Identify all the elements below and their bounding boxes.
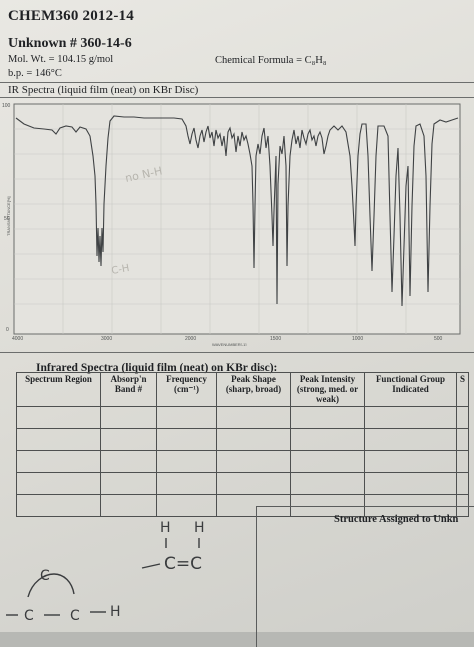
x-tick-2000: 2000 [185,336,196,342]
x-tick-4000: 4000 [12,336,23,342]
col-frequency: Frequency (cm⁻¹) [156,372,217,407]
spectrum-trace [15,115,459,307]
table-cell[interactable] [156,450,217,473]
sketch-h-right: H [194,520,205,536]
col-peak-shape: Peak Shape (sharp, broad) [216,372,291,407]
table-cell[interactable] [456,494,469,517]
table-cell[interactable] [456,428,469,451]
sketch-strokes [6,538,200,616]
table-cell[interactable] [290,450,365,473]
table-row [16,428,469,451]
table-cell[interactable] [364,472,457,495]
table-cell[interactable] [100,428,157,451]
table-cell[interactable] [216,472,291,495]
table-cell[interactable] [216,450,291,473]
structure-label: Structure Assigned to Unkn [334,514,459,525]
table-row [16,450,469,473]
spectrum-frame [13,103,461,335]
chemical-formula: Chemical Formula = C₈H₈ [215,55,327,66]
table-cell[interactable] [156,428,217,451]
table-cell[interactable] [16,472,101,495]
table-cell[interactable] [100,406,157,429]
table-cell[interactable] [290,428,365,451]
col-truncated: S [456,372,469,407]
x-tick-3000: 3000 [101,336,112,342]
y-tick-100: 100 [2,103,11,109]
x-tick-1000: 1000 [352,336,363,342]
table-header-row: Spectrum Region Absorp'n Band # Frequenc… [16,372,469,407]
y-tick-0: 0 [6,327,9,333]
course-title: CHEM360 2012-14 [8,8,134,24]
structure-box [256,506,474,647]
table-row [16,472,469,495]
y-tick-50: 50 [4,216,10,222]
table-cell[interactable] [156,472,217,495]
table-cell[interactable] [216,428,291,451]
spectrum-axes: 100 50 0 4000 3000 2000 1500 1000 500 WA… [2,103,443,346]
spectrum-label-divider [0,97,474,98]
molecular-weight: Mol. Wt. = 104.15 g/mol [8,54,114,65]
sketch-double-bond: C=C [164,554,202,574]
table-cell[interactable] [16,406,101,429]
table-cell[interactable] [100,450,157,473]
table-cell[interactable] [456,450,469,473]
col-peak-intensity: Peak Intensity (strong, med. or weak) [290,372,365,407]
spectrum-bottom-divider [0,352,474,353]
table-cell[interactable] [364,428,457,451]
table-cell[interactable] [216,406,291,429]
table-row [16,406,469,429]
x-tick-1500: 1500 [270,336,281,342]
spectrum-label: IR Spectra (liquid film (neat) on KBr Di… [8,84,199,96]
table-cell[interactable] [364,406,457,429]
sketch-h-left: H [160,520,171,536]
table-cell[interactable] [290,472,365,495]
header-divider [0,82,474,83]
x-axis-label: WAVENUMBER[-1] [212,342,246,346]
table-cell[interactable] [156,406,217,429]
handwritten-note-ch: C-H [111,263,131,277]
table-cell[interactable] [16,450,101,473]
table-cell[interactable] [364,450,457,473]
unknown-id: Unknown # 360-14-6 [8,36,132,51]
boiling-point: b.p. = 146°C [8,68,62,79]
col-absorption-band: Absorp'n Band # [100,372,157,407]
col-functional-group: Functional Group Indicated [364,372,457,407]
handwritten-structure-sketch: H H C=C C C C H [6,520,205,624]
y-axis-label: TRANSMITTANCE[%] [6,197,11,236]
table-cell[interactable] [16,428,101,451]
ir-spectrum: 100 50 0 4000 3000 2000 1500 1000 500 WA… [2,103,461,346]
table-row [16,494,469,517]
x-tick-500: 500 [434,336,443,342]
table-cell[interactable] [456,472,469,495]
sketch-h-end: H [110,604,121,620]
table-cell[interactable] [456,406,469,429]
ir-data-table: Spectrum Region Absorp'n Band # Frequenc… [16,372,469,517]
table-title: Infrared Spectra (liquid film (neat) on … [36,362,278,374]
sketch-c-left: C [24,608,34,624]
col-spectrum-region: Spectrum Region [16,372,101,407]
table-cell[interactable] [100,472,157,495]
spectrum-grid [14,104,460,334]
table-cell[interactable] [290,406,365,429]
sketch-c-right: C [70,608,80,624]
table-body [16,406,469,517]
